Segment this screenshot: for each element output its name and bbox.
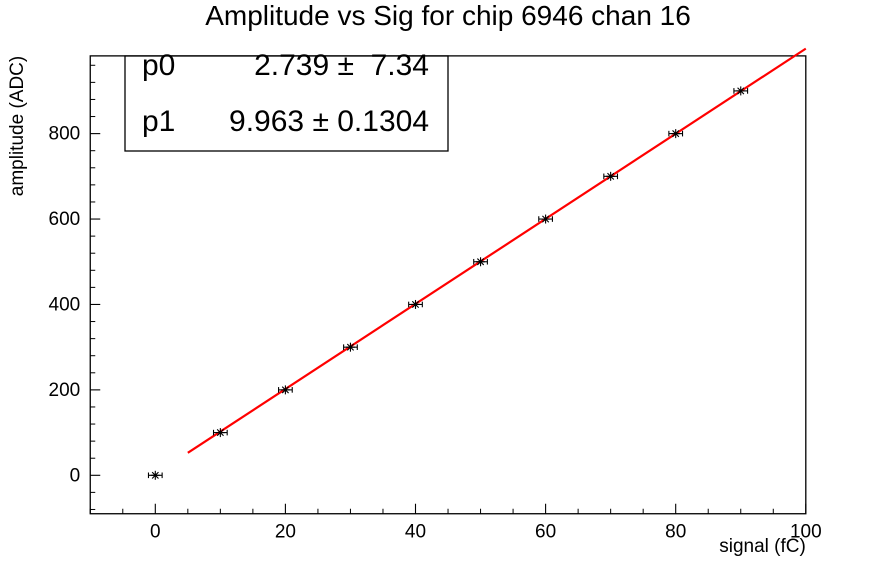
svg-text:amplitude (ADC): amplitude (ADC)	[7, 56, 28, 196]
svg-text:0: 0	[70, 465, 81, 486]
svg-text:80: 80	[665, 522, 686, 543]
svg-text:Amplitude vs Sig for chip 6946: Amplitude vs Sig for chip 6946 chan 16	[205, 0, 691, 31]
svg-text:40: 40	[405, 522, 426, 543]
svg-text:2.739 ± 7.34: 2.739 ± 7.34	[254, 49, 429, 82]
svg-text:0: 0	[150, 522, 161, 543]
svg-text:200: 200	[49, 380, 81, 401]
svg-text:400: 400	[49, 294, 81, 315]
svg-text:60: 60	[535, 522, 556, 543]
svg-text:signal (fC): signal (fC)	[719, 536, 806, 557]
svg-text:9.963 ± 0.1304: 9.963 ± 0.1304	[229, 105, 429, 138]
svg-text:p1: p1	[142, 105, 175, 138]
svg-text:800: 800	[49, 124, 81, 145]
svg-text:600: 600	[49, 209, 81, 230]
svg-text:p0: p0	[142, 49, 175, 82]
svg-text:20: 20	[275, 522, 296, 543]
